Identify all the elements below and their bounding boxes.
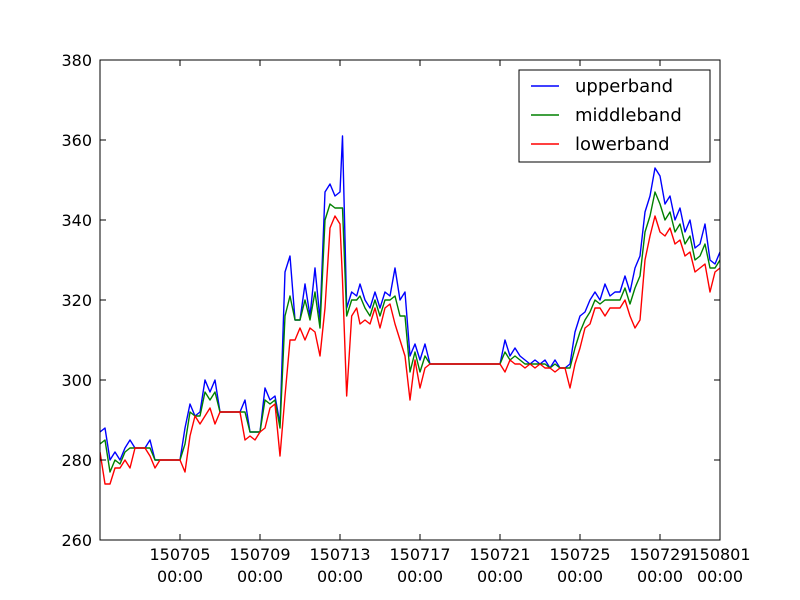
x-tick-label-date: 150713 [309, 545, 370, 564]
y-tick-label: 320 [61, 291, 92, 310]
x-tick-label-time: 00:00 [237, 567, 283, 586]
x-tick-label-time: 00:00 [697, 567, 743, 586]
x-tick-label-date: 150801 [689, 545, 750, 564]
x-tick-label-date: 150721 [469, 545, 530, 564]
series-layer [100, 135, 720, 485]
y-tick-label: 260 [61, 531, 92, 550]
legend-label-lowerband: lowerband [575, 134, 670, 155]
x-tick-label-date: 150717 [389, 545, 450, 564]
x-tick-label-time: 00:00 [477, 567, 523, 586]
x-tick-label-time: 00:00 [317, 567, 363, 586]
x-tick-label-date: 150709 [229, 545, 290, 564]
x-tick-label-date: 150705 [149, 545, 210, 564]
y-tick-label: 300 [61, 371, 92, 390]
x-tick-label-date: 150729 [629, 545, 690, 564]
legend-label-upperband: upperband [575, 76, 673, 97]
series-line-middleband [100, 191, 720, 473]
y-tick-label: 380 [61, 51, 92, 70]
x-axis: 150705 00:00 150709 00:00 150713 00:00 150717 0… [149, 60, 751, 586]
x-tick-label-time: 00:00 [397, 567, 443, 586]
x-tick-label-time: 00:00 [557, 567, 603, 586]
x-tick-label-time: 00:00 [637, 567, 683, 586]
series-line-upperband [100, 135, 720, 461]
x-tick-label-time: 00:00 [157, 567, 203, 586]
y-tick-label: 360 [61, 131, 92, 150]
legend-label-middleband: middleband [575, 105, 682, 126]
x-tick-label-date: 150725 [549, 545, 610, 564]
y-tick-label: 280 [61, 451, 92, 470]
y-tick-label: 340 [61, 211, 92, 230]
legend: upperband middleband lowerband [518, 69, 711, 163]
y-axis: 260 280 300 320 340 360 380 [61, 51, 720, 550]
series-line-lowerband [100, 215, 720, 485]
